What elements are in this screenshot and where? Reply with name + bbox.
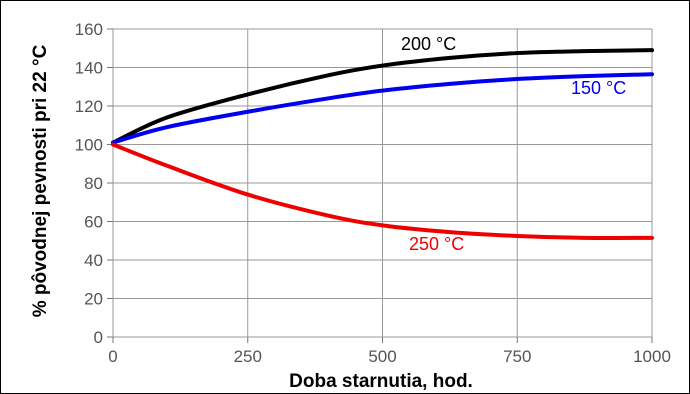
y-tick-label: 120 xyxy=(75,97,103,116)
y-tick-label: 100 xyxy=(75,136,103,155)
series-250c-line xyxy=(111,142,654,241)
y-tick-label: 80 xyxy=(84,174,103,193)
x-tick-label: 0 xyxy=(108,347,117,366)
series-label-150: 150 °C xyxy=(571,78,626,98)
series-label-250: 250 °C xyxy=(409,234,464,254)
series-lines xyxy=(111,48,654,241)
grid xyxy=(107,28,653,343)
y-axis-title: % pôvodnej pevnosti pri 22 °C xyxy=(30,44,51,317)
x-tick-label: 250 xyxy=(234,347,262,366)
x-tick-label: 1000 xyxy=(633,347,671,366)
y-tick-label: 40 xyxy=(84,251,103,270)
y-tick-label: 60 xyxy=(84,213,103,232)
x-tick-label: 500 xyxy=(368,347,396,366)
series-label-200: 200 °C xyxy=(401,34,456,54)
x-axis-title: Doba starnutia, hod. xyxy=(289,371,473,392)
series-150c-line xyxy=(111,72,654,145)
y-tick-label: 20 xyxy=(84,290,103,309)
x-tick-labels: 0 250 500 750 1000 xyxy=(108,347,671,366)
y-tick-labels: 0 20 40 60 80 100 120 140 160 xyxy=(75,20,103,347)
x-tick-label: 750 xyxy=(503,347,531,366)
y-tick-label: 160 xyxy=(75,20,103,39)
series-200c-line xyxy=(111,48,654,145)
y-tick-label: 0 xyxy=(94,328,103,347)
y-tick-label: 140 xyxy=(75,59,103,78)
